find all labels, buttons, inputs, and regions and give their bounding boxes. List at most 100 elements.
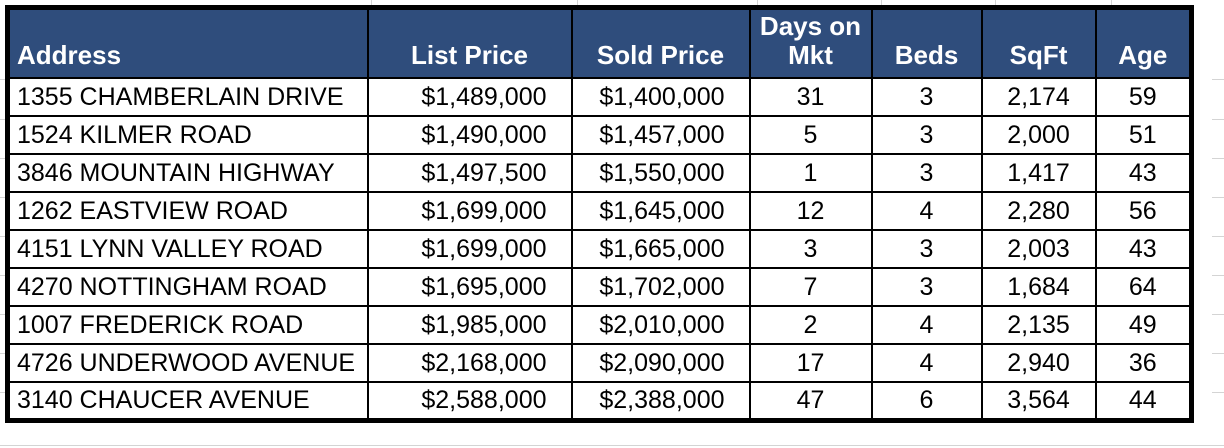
cell-sqft[interactable]: 2,280: [980, 191, 1097, 232]
cell-sqft[interactable]: 2,940: [980, 343, 1097, 384]
cell-address[interactable]: 3140 CHAUCER AVENUE: [6, 381, 369, 422]
cell-days-on-mkt[interactable]: 12: [748, 191, 873, 232]
cell-beds[interactable]: 3: [870, 77, 983, 118]
header-row: Address List Price Sold Price Days on Mk…: [6, 6, 1193, 80]
table-row: 1007 FREDERICK ROAD $1,985,000 $2,010,000 2…: [6, 305, 1193, 346]
gridline-segment: [0, 445, 1224, 446]
cell-list-price[interactable]: $2,588,000: [366, 381, 573, 422]
cell-address[interactable]: 1355 CHAMBERLAIN DRIVE: [6, 77, 369, 118]
cell-sold-price[interactable]: $1,702,000: [570, 267, 751, 308]
gridline-segment: [1212, 392, 1224, 393]
column-header-age[interactable]: Age: [1094, 6, 1193, 80]
column-header-sold-price[interactable]: Sold Price: [570, 6, 751, 80]
cell-age[interactable]: 43: [1094, 153, 1193, 194]
cell-sqft[interactable]: 2,000: [980, 115, 1097, 156]
cell-sold-price[interactable]: $1,645,000: [570, 191, 751, 232]
cell-age[interactable]: 56: [1094, 191, 1193, 232]
cell-list-price[interactable]: $1,490,000: [366, 115, 573, 156]
cell-sold-price[interactable]: $2,090,000: [570, 343, 751, 384]
cell-address[interactable]: 4726 UNDERWOOD AVENUE: [6, 343, 369, 384]
column-header-list-price[interactable]: List Price: [366, 6, 573, 80]
gridline-segment: [1212, 353, 1224, 354]
cell-age[interactable]: 49: [1094, 305, 1193, 346]
cell-days-on-mkt[interactable]: 31: [748, 77, 873, 118]
table-row: 1355 CHAMBERLAIN DRIVE $1,489,000 $1,400,0…: [6, 77, 1193, 118]
table-body: 1355 CHAMBERLAIN DRIVE $1,489,000 $1,400,0…: [6, 77, 1193, 422]
gridline-segment: [371, 0, 372, 5]
gridline-segment: [1212, 158, 1224, 159]
cell-list-price[interactable]: $1,699,000: [366, 229, 573, 270]
cell-sold-price[interactable]: $2,388,000: [570, 381, 751, 422]
table-row: 4726 UNDERWOOD AVENUE $2,168,000 $2,090,00…: [6, 343, 1193, 384]
cell-days-on-mkt[interactable]: 17: [748, 343, 873, 384]
cell-beds[interactable]: 4: [870, 343, 983, 384]
cell-days-on-mkt[interactable]: 3: [748, 229, 873, 270]
cell-beds[interactable]: 3: [870, 267, 983, 308]
column-header-beds[interactable]: Beds: [870, 6, 983, 80]
cell-sqft[interactable]: 2,174: [980, 77, 1097, 118]
cell-list-price[interactable]: $1,489,000: [366, 77, 573, 118]
gridline-segment: [1212, 314, 1224, 315]
gridline-segment: [577, 0, 578, 5]
cell-age[interactable]: 59: [1094, 77, 1193, 118]
gridline-segment: [1212, 79, 1224, 80]
table-row: 3846 MOUNTAIN HIGHWAY $1,497,500 $1,550,00…: [6, 153, 1193, 194]
gridline-segment: [0, 236, 5, 237]
cell-days-on-mkt[interactable]: 1: [748, 153, 873, 194]
cell-age[interactable]: 43: [1094, 229, 1193, 270]
column-header-days-on-mkt[interactable]: Days on Mkt: [748, 6, 873, 80]
cell-address[interactable]: 3846 MOUNTAIN HIGHWAY: [6, 153, 369, 194]
cell-age[interactable]: 51: [1094, 115, 1193, 156]
cell-days-on-mkt[interactable]: 2: [748, 305, 873, 346]
gridline-segment: [881, 0, 882, 5]
cell-days-on-mkt[interactable]: 7: [748, 267, 873, 308]
cell-days-on-mkt[interactable]: 5: [748, 115, 873, 156]
gridline-segment: [0, 197, 5, 198]
cell-beds[interactable]: 3: [870, 153, 983, 194]
cell-sold-price[interactable]: $1,550,000: [570, 153, 751, 194]
cell-address[interactable]: 1524 KILMER ROAD: [6, 115, 369, 156]
cell-days-on-mkt[interactable]: 47: [748, 381, 873, 422]
cell-sqft[interactable]: 2,135: [980, 305, 1097, 346]
gridline-segment: [1212, 119, 1224, 120]
gridline-segment: [995, 0, 996, 5]
cell-beds[interactable]: 4: [870, 191, 983, 232]
cell-list-price[interactable]: $1,695,000: [366, 267, 573, 308]
table-row: 4151 LYNN VALLEY ROAD $1,699,000 $1,665,00…: [6, 229, 1193, 270]
cell-sqft[interactable]: 2,003: [980, 229, 1097, 270]
cell-list-price[interactable]: $2,168,000: [366, 343, 573, 384]
cell-address[interactable]: 4270 NOTTINGHAM ROAD: [6, 267, 369, 308]
cell-address[interactable]: 4151 LYNN VALLEY ROAD: [6, 229, 369, 270]
cell-sold-price[interactable]: $1,400,000: [570, 77, 751, 118]
gridline-segment: [757, 0, 758, 5]
cell-sqft[interactable]: 1,417: [980, 153, 1097, 194]
cell-list-price[interactable]: $1,699,000: [366, 191, 573, 232]
cell-beds[interactable]: 6: [870, 381, 983, 422]
gridline-segment: [0, 353, 5, 354]
cell-sqft[interactable]: 1,684: [980, 267, 1097, 308]
column-header-sqft[interactable]: SqFt: [980, 6, 1097, 80]
cell-sqft[interactable]: 3,564: [980, 381, 1097, 422]
cell-beds[interactable]: 4: [870, 305, 983, 346]
cell-beds[interactable]: 3: [870, 115, 983, 156]
gridline-segment: [0, 158, 5, 159]
cell-sold-price[interactable]: $1,665,000: [570, 229, 751, 270]
cell-age[interactable]: 44: [1094, 381, 1193, 422]
cell-age[interactable]: 64: [1094, 267, 1193, 308]
cell-sold-price[interactable]: $2,010,000: [570, 305, 751, 346]
cell-age[interactable]: 36: [1094, 343, 1193, 384]
gridline-segment: [1111, 0, 1112, 5]
table-row: 4270 NOTTINGHAM ROAD $1,695,000 $1,702,000…: [6, 267, 1193, 308]
gridline-segment: [0, 79, 5, 80]
table-row: 1524 KILMER ROAD $1,490,000 $1,457,000 5 3 2,…: [6, 115, 1193, 156]
column-header-address[interactable]: Address: [6, 6, 369, 80]
cell-list-price[interactable]: $1,497,500: [366, 153, 573, 194]
gridline-segment: [1212, 236, 1224, 237]
table-header: Address List Price Sold Price Days on Mk…: [6, 6, 1193, 80]
cell-address[interactable]: 1262 EASTVIEW ROAD: [6, 191, 369, 232]
gridline-segment: [1212, 275, 1224, 276]
cell-sold-price[interactable]: $1,457,000: [570, 115, 751, 156]
cell-beds[interactable]: 3: [870, 229, 983, 270]
cell-address[interactable]: 1007 FREDERICK ROAD: [6, 305, 369, 346]
cell-list-price[interactable]: $1,985,000: [366, 305, 573, 346]
